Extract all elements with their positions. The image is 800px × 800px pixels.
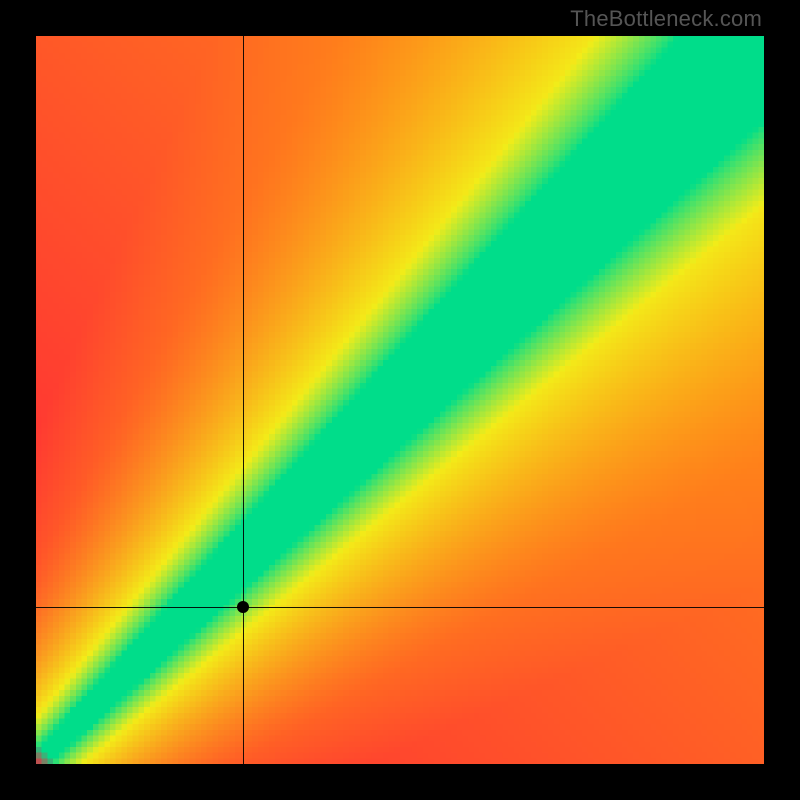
bottleneck-heatmap [36,36,764,764]
watermark-text: TheBottleneck.com [570,6,762,32]
crosshair-vertical [243,36,244,764]
data-point-marker [237,601,249,613]
chart-container: TheBottleneck.com [0,0,800,800]
crosshair-horizontal [36,607,764,608]
